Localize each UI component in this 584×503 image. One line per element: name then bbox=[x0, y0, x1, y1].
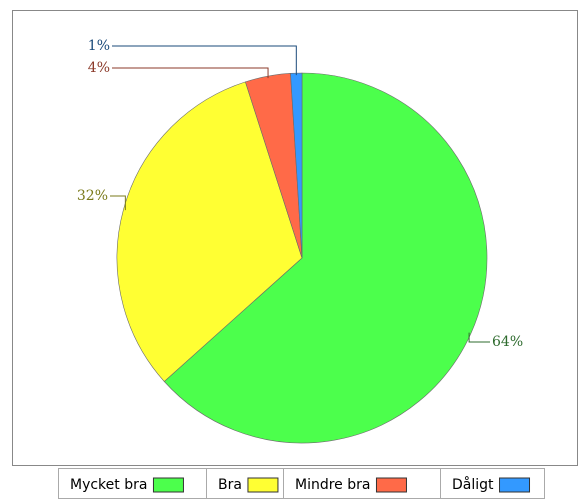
legend-label: Mindre bra bbox=[295, 477, 370, 493]
data-label: 4% bbox=[88, 60, 110, 76]
leader-line bbox=[110, 195, 126, 211]
data-label: 1% bbox=[88, 38, 110, 54]
pie-slice bbox=[163, 72, 488, 444]
data-label: 32% bbox=[77, 188, 108, 204]
legend-label: Dåligt bbox=[452, 476, 494, 493]
legend-swatch bbox=[152, 477, 184, 493]
legend-swatch bbox=[499, 477, 531, 493]
legend-swatch bbox=[247, 477, 279, 493]
legend-label: Mycket bra bbox=[70, 477, 147, 493]
leader-line bbox=[112, 67, 269, 79]
legend-swatch bbox=[375, 477, 407, 493]
leader-line bbox=[112, 45, 297, 76]
legend-frame bbox=[58, 468, 545, 499]
data-label: 64% bbox=[492, 334, 523, 350]
pie: 64% 32% 4% 1% bbox=[77, 38, 523, 444]
leader-line bbox=[468, 332, 490, 343]
pie-slice bbox=[116, 81, 303, 382]
legend-label: Bra bbox=[218, 477, 242, 493]
legend: Mycket bra Bra Mindre bra Dåligt bbox=[70, 468, 531, 499]
